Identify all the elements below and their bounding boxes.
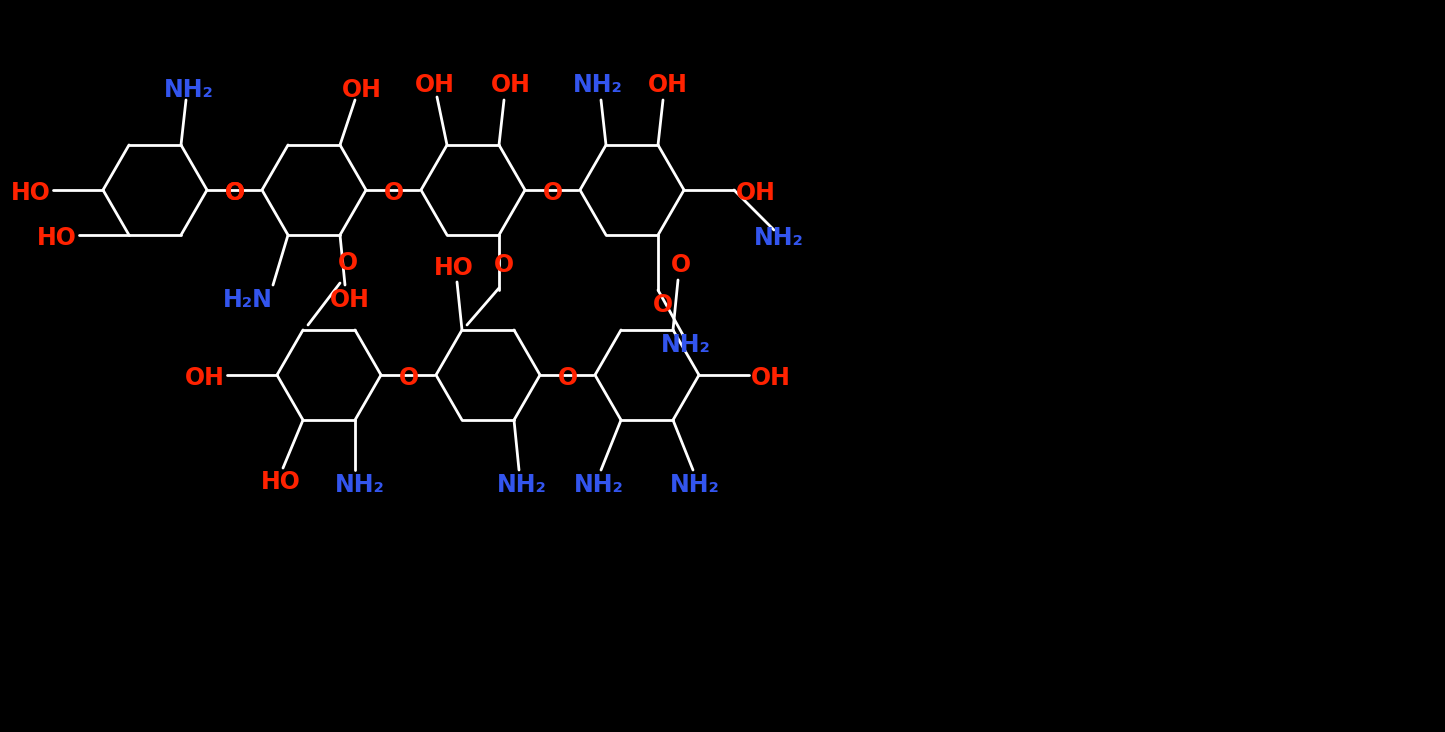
Text: HO: HO [12,181,51,205]
Text: NH₂: NH₂ [574,473,624,497]
Text: OH: OH [342,78,381,102]
Text: O: O [670,253,691,277]
Text: NH₂: NH₂ [574,73,623,97]
Text: OH: OH [491,73,530,97]
Text: NH₂: NH₂ [670,473,720,497]
Text: OH: OH [329,288,370,312]
Text: HO: HO [38,226,77,250]
Text: O: O [338,251,358,275]
Text: NH₂: NH₂ [497,473,548,497]
Text: O: O [542,181,562,205]
Text: NH₂: NH₂ [754,226,803,250]
Text: OH: OH [736,181,776,205]
Text: HO: HO [262,470,301,494]
Text: OH: OH [751,366,790,390]
Text: H₂N: H₂N [223,288,273,312]
Text: HO: HO [434,256,474,280]
Text: O: O [494,253,514,277]
Text: O: O [399,366,419,390]
Text: O: O [224,181,244,205]
Text: OH: OH [647,73,688,97]
Text: OH: OH [415,73,455,97]
Text: O: O [558,366,578,390]
Text: NH₂: NH₂ [660,333,711,357]
Text: O: O [383,181,403,205]
Text: OH: OH [185,366,225,390]
Text: NH₂: NH₂ [335,473,384,497]
Text: O: O [653,293,673,317]
Text: NH₂: NH₂ [165,78,214,102]
Text: O: O [224,181,244,205]
